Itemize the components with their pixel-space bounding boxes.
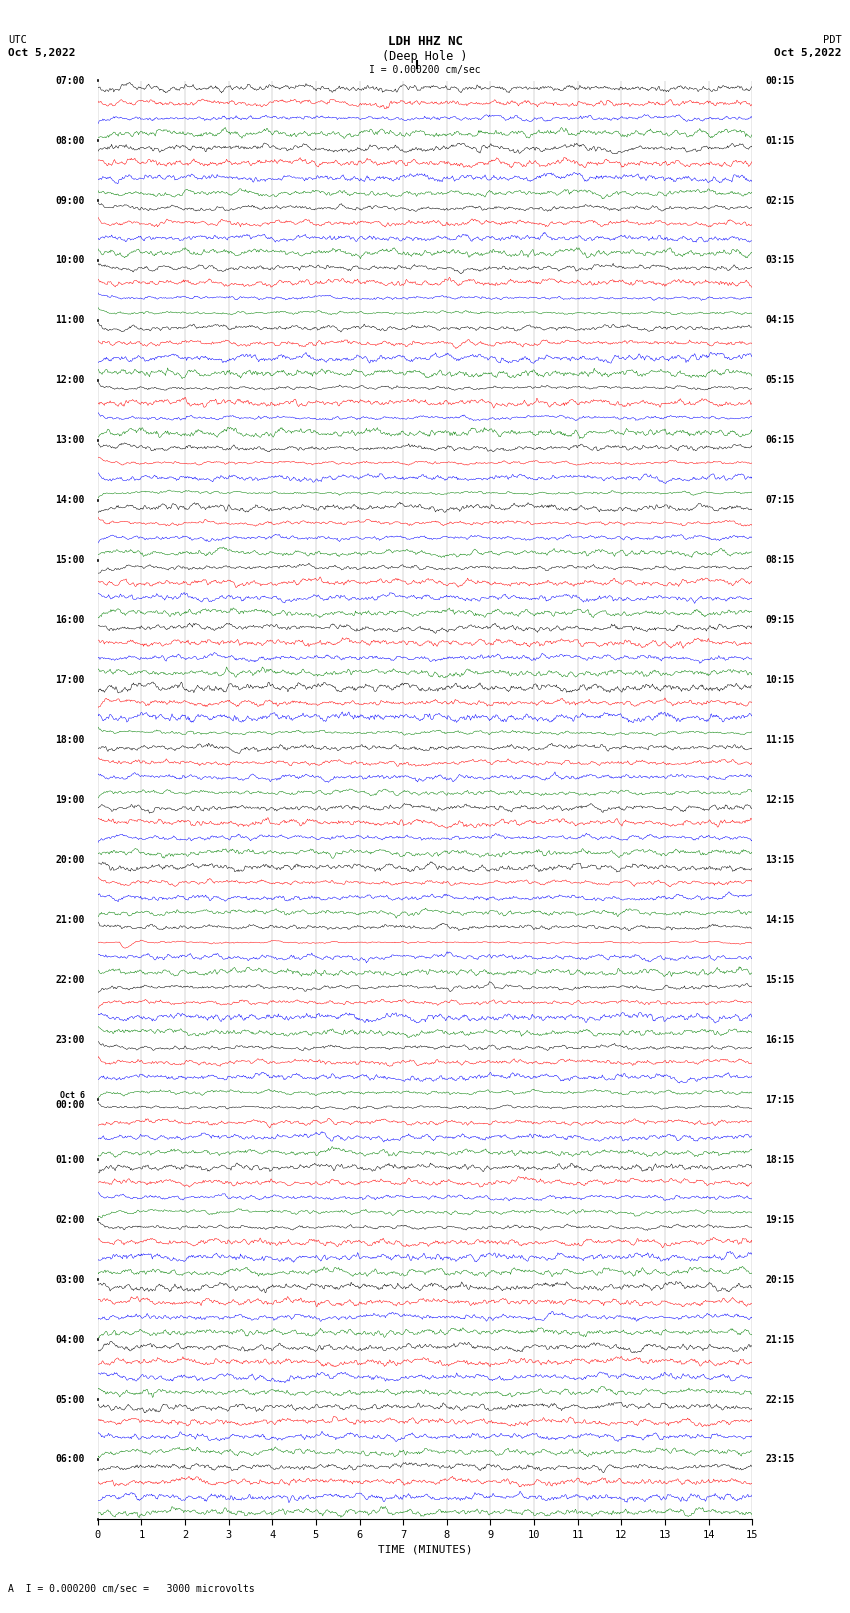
Text: Oct 6: Oct 6 [60, 1090, 85, 1100]
Text: (Deep Hole ): (Deep Hole ) [382, 50, 468, 63]
Text: PDT: PDT [823, 35, 842, 45]
Text: 06:00: 06:00 [55, 1455, 85, 1465]
Text: 12:00: 12:00 [55, 376, 85, 386]
Text: 01:15: 01:15 [765, 135, 795, 145]
Text: 18:15: 18:15 [765, 1155, 795, 1165]
Text: 02:15: 02:15 [765, 195, 795, 205]
Text: 07:15: 07:15 [765, 495, 795, 505]
Text: 20:15: 20:15 [765, 1274, 795, 1284]
Text: 20:00: 20:00 [55, 855, 85, 865]
Text: 11:15: 11:15 [765, 736, 795, 745]
Text: 23:15: 23:15 [765, 1455, 795, 1465]
Text: 00:00: 00:00 [55, 1100, 85, 1110]
Text: 22:00: 22:00 [55, 974, 85, 986]
Text: 14:15: 14:15 [765, 915, 795, 924]
Text: 05:00: 05:00 [55, 1395, 85, 1405]
Text: 08:15: 08:15 [765, 555, 795, 565]
Text: 01:00: 01:00 [55, 1155, 85, 1165]
Text: 23:00: 23:00 [55, 1036, 85, 1045]
Text: 17:00: 17:00 [55, 676, 85, 686]
Text: 14:00: 14:00 [55, 495, 85, 505]
Text: 02:00: 02:00 [55, 1215, 85, 1224]
Text: LDH HHZ NC: LDH HHZ NC [388, 35, 462, 48]
Text: 15:00: 15:00 [55, 555, 85, 565]
Text: 06:15: 06:15 [765, 436, 795, 445]
Text: 21:15: 21:15 [765, 1334, 795, 1345]
Text: 13:00: 13:00 [55, 436, 85, 445]
Text: 10:00: 10:00 [55, 255, 85, 266]
Text: 03:15: 03:15 [765, 255, 795, 266]
Text: 07:00: 07:00 [55, 76, 85, 85]
Text: 15:15: 15:15 [765, 974, 795, 986]
Text: I = 0.000200 cm/sec: I = 0.000200 cm/sec [369, 65, 481, 74]
Text: 00:15: 00:15 [765, 76, 795, 85]
Text: 22:15: 22:15 [765, 1395, 795, 1405]
Text: 09:00: 09:00 [55, 195, 85, 205]
Text: 04:15: 04:15 [765, 316, 795, 326]
Text: 13:15: 13:15 [765, 855, 795, 865]
Text: 19:15: 19:15 [765, 1215, 795, 1224]
Text: 18:00: 18:00 [55, 736, 85, 745]
Text: 16:15: 16:15 [765, 1036, 795, 1045]
Text: 04:00: 04:00 [55, 1334, 85, 1345]
Text: 21:00: 21:00 [55, 915, 85, 924]
Text: 10:15: 10:15 [765, 676, 795, 686]
Text: 19:00: 19:00 [55, 795, 85, 805]
Text: 16:00: 16:00 [55, 615, 85, 626]
Text: 09:15: 09:15 [765, 615, 795, 626]
X-axis label: TIME (MINUTES): TIME (MINUTES) [377, 1544, 473, 1553]
Text: 11:00: 11:00 [55, 316, 85, 326]
Text: 08:00: 08:00 [55, 135, 85, 145]
Text: 12:15: 12:15 [765, 795, 795, 805]
Text: Oct 5,2022: Oct 5,2022 [8, 48, 76, 58]
Text: A  I = 0.000200 cm/sec =   3000 microvolts: A I = 0.000200 cm/sec = 3000 microvolts [8, 1584, 255, 1594]
Text: Oct 5,2022: Oct 5,2022 [774, 48, 842, 58]
Text: 03:00: 03:00 [55, 1274, 85, 1284]
Text: UTC: UTC [8, 35, 27, 45]
Text: 17:15: 17:15 [765, 1095, 795, 1105]
Text: 05:15: 05:15 [765, 376, 795, 386]
